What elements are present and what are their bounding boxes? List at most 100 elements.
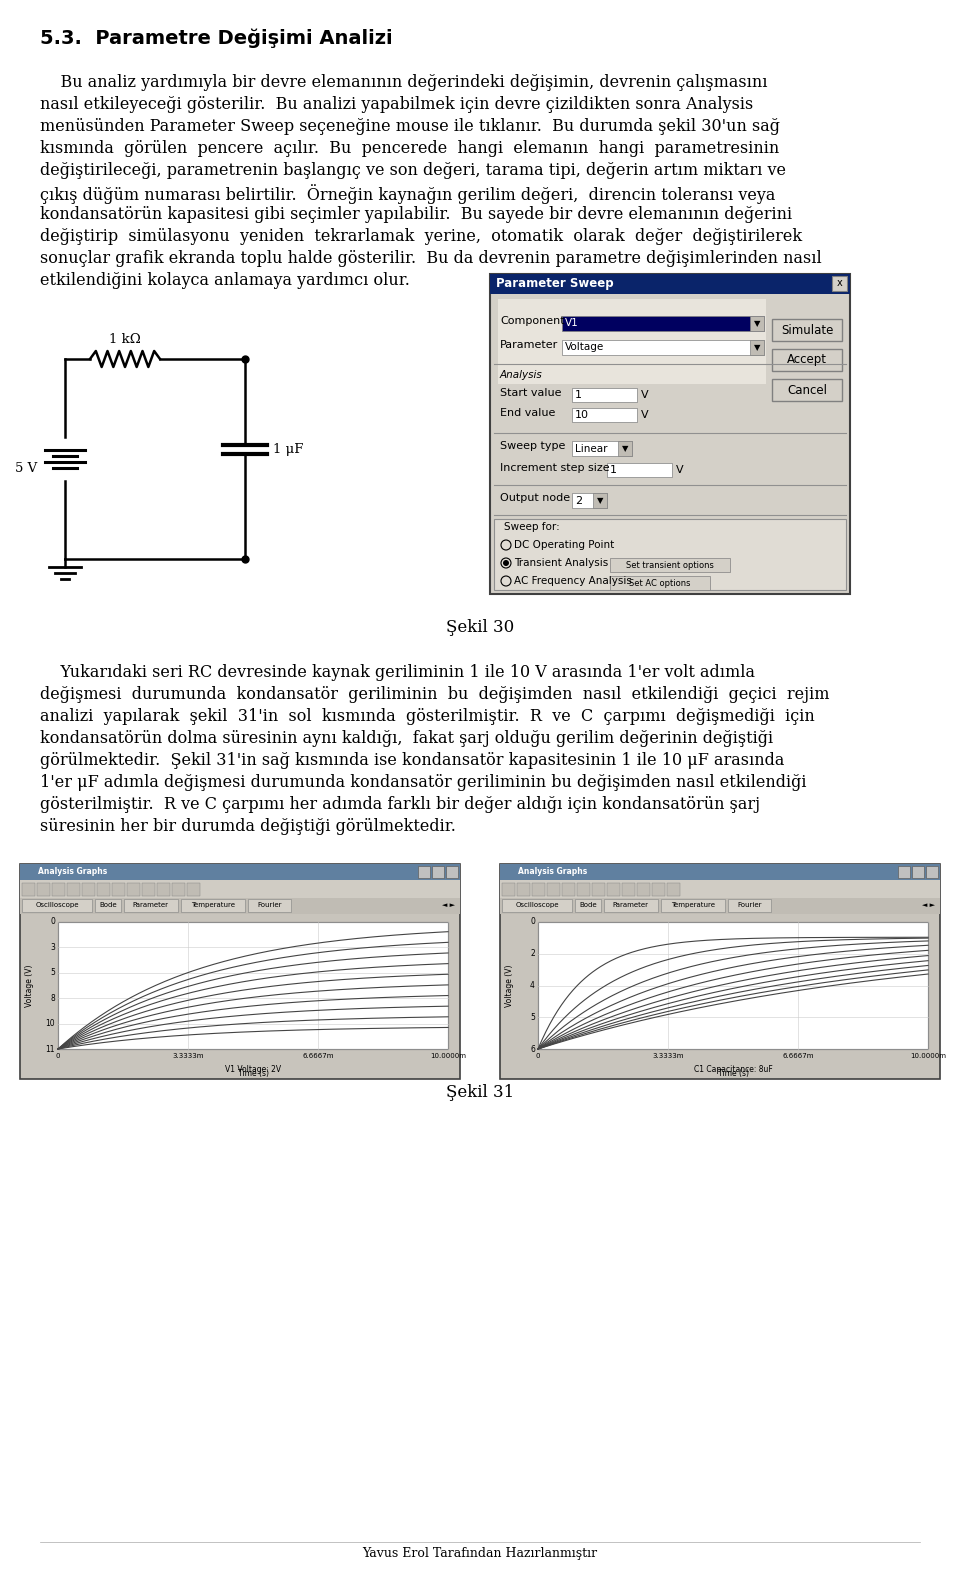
Text: 4: 4	[530, 980, 535, 990]
Bar	[593, 493, 607, 508]
Text: Analysis Graphs: Analysis Graphs	[38, 868, 108, 876]
Text: Transient Analysis: Transient Analysis	[514, 558, 609, 569]
Text: Set AC options: Set AC options	[629, 578, 691, 588]
FancyBboxPatch shape	[772, 318, 842, 341]
Text: Analysis Graphs: Analysis Graphs	[518, 868, 588, 876]
Bar	[604, 900, 658, 912]
Text: 0: 0	[50, 917, 55, 927]
Bar	[490, 274, 850, 594]
Bar	[502, 900, 572, 912]
Text: 6.6667m: 6.6667m	[782, 1053, 814, 1060]
Bar	[432, 866, 444, 878]
Bar	[142, 882, 155, 897]
Text: V: V	[641, 390, 649, 401]
Bar	[547, 882, 560, 897]
Text: V1: V1	[565, 318, 579, 328]
Text: 8: 8	[50, 993, 55, 1003]
Text: Set transient options: Set transient options	[626, 561, 714, 570]
Text: 6.6667m: 6.6667m	[302, 1053, 334, 1060]
Text: 2: 2	[530, 949, 535, 958]
Text: nasıl etkileyeceği gösterilir.  Bu analizi yapabilmek için devre çizildikten son: nasıl etkileyeceği gösterilir. Bu analiz…	[40, 97, 754, 112]
Text: 1: 1	[610, 466, 617, 475]
Bar	[750, 341, 764, 355]
Bar	[517, 882, 530, 897]
Text: değiştirileceği, parametrenin başlangıç ve son değeri, tarama tipi, değerin artı: değiştirileceği, parametrenin başlangıç …	[40, 162, 786, 179]
Text: Yukarıdaki seri RC devresinde kaynak geriliminin 1 ile 10 V arasında 1'er volt a: Yukarıdaki seri RC devresinde kaynak ger…	[40, 664, 755, 681]
Text: Parameter: Parameter	[612, 901, 649, 908]
Text: 10: 10	[45, 1019, 55, 1028]
Text: Oscilloscope: Oscilloscope	[36, 901, 79, 908]
Text: 0: 0	[56, 1053, 60, 1060]
Text: Output node: Output node	[500, 493, 570, 504]
Text: Parameter: Parameter	[500, 341, 559, 350]
Bar	[446, 866, 458, 878]
Text: Fourier: Fourier	[737, 901, 761, 908]
Bar	[20, 898, 460, 914]
Bar	[52, 882, 65, 897]
Text: Time (s): Time (s)	[717, 1069, 749, 1079]
Text: kondansatörün kapasitesi gibi seçimler yapılabilir.  Bu sayede bir devre elemanı: kondansatörün kapasitesi gibi seçimler y…	[40, 206, 792, 223]
Text: Linear: Linear	[575, 444, 608, 453]
Bar	[572, 440, 632, 456]
Text: 3: 3	[50, 942, 55, 952]
Bar	[37, 882, 50, 897]
Text: x: x	[836, 279, 842, 288]
Bar	[500, 863, 940, 1079]
Text: ▼: ▼	[754, 344, 760, 352]
Bar	[660, 900, 725, 912]
Text: 2: 2	[575, 496, 582, 505]
Bar	[124, 900, 178, 912]
Bar	[532, 882, 545, 897]
Bar	[127, 882, 140, 897]
Text: Cancel: Cancel	[787, 383, 827, 396]
Bar	[898, 866, 910, 878]
Text: DC Operating Point: DC Operating Point	[514, 540, 614, 550]
Text: çıkış düğüm numarası belirtilir.  Örneğin kaynağın gerilim değeri,  direncin tol: çıkış düğüm numarası belirtilir. Örneğin…	[40, 184, 776, 204]
Text: analizi  yapılarak  şekil  31'in  sol  kısmında  gösterilmiştir.  R  ve  C  çarp: analizi yapılarak şekil 31'in sol kısmın…	[40, 708, 815, 725]
Bar	[750, 315, 764, 331]
Bar	[575, 900, 601, 912]
Bar	[667, 882, 680, 897]
Text: Component: Component	[500, 315, 564, 326]
Text: AC Frequency Analysis: AC Frequency Analysis	[514, 577, 632, 586]
Bar	[500, 863, 940, 881]
Text: C1 Capacitance: 8uF: C1 Capacitance: 8uF	[694, 1064, 773, 1074]
Bar	[572, 493, 607, 508]
Text: Increment step size: Increment step size	[500, 463, 610, 474]
Bar	[637, 882, 650, 897]
Bar	[82, 882, 95, 897]
Text: Start value: Start value	[500, 388, 562, 398]
Text: ◄ ►: ◄ ►	[922, 901, 934, 908]
Text: Time (s): Time (s)	[237, 1069, 269, 1079]
Text: ▼: ▼	[597, 496, 603, 505]
Text: gösterilmiştir.  R ve C çarpımı her adımda farklı bir değer aldığı için kondansa: gösterilmiştir. R ve C çarpımı her adımd…	[40, 797, 760, 813]
Text: Fourier: Fourier	[257, 901, 281, 908]
Bar	[607, 463, 672, 477]
Bar	[607, 882, 620, 897]
Text: Voltage (V): Voltage (V)	[26, 965, 35, 1007]
Text: Bode: Bode	[579, 901, 597, 908]
Text: Bu analiz yardımıyla bir devre elemanının değerindeki değişimin, devrenin çalışm: Bu analiz yardımıyla bir devre elemanını…	[40, 74, 767, 90]
Text: görülmektedir.  Şekil 31'in sağ kısmında ise kondansatör kapasitesinin 1 ile 10 : görülmektedir. Şekil 31'in sağ kısmında …	[40, 752, 784, 768]
Text: 10.0000m: 10.0000m	[430, 1053, 466, 1060]
Text: ▼: ▼	[754, 318, 760, 328]
Text: menüsünden Parameter Sweep seçeneğine mouse ile tıklanır.  Bu durumda şekil 30'u: menüsünden Parameter Sweep seçeneğine mo…	[40, 117, 780, 135]
Text: Oscilloscope: Oscilloscope	[516, 901, 559, 908]
Text: 0: 0	[536, 1053, 540, 1060]
Bar	[97, 882, 110, 897]
Bar	[20, 863, 460, 1079]
Text: Analysis: Analysis	[500, 371, 542, 380]
Text: sonuçlar grafik ekranda toplu halde gösterilir.  Bu da devrenin parametre değişi: sonuçlar grafik ekranda toplu halde göst…	[40, 250, 822, 268]
Bar	[926, 866, 938, 878]
Bar	[538, 922, 928, 1049]
Bar	[618, 440, 632, 456]
Bar	[500, 898, 940, 914]
Text: değiştirip  simülasyonu  yeniden  tekrarlamak  yerine,  otomatik  olarak  değer : değiştirip simülasyonu yeniden tekrarlam…	[40, 228, 803, 246]
Text: ▼: ▼	[622, 444, 628, 453]
Text: Temperature: Temperature	[191, 901, 235, 908]
Text: Voltage (V): Voltage (V)	[506, 965, 515, 1007]
Text: Accept: Accept	[787, 353, 827, 366]
Bar	[112, 882, 125, 897]
Bar	[180, 900, 245, 912]
Text: Şekil 30: Şekil 30	[445, 619, 515, 637]
